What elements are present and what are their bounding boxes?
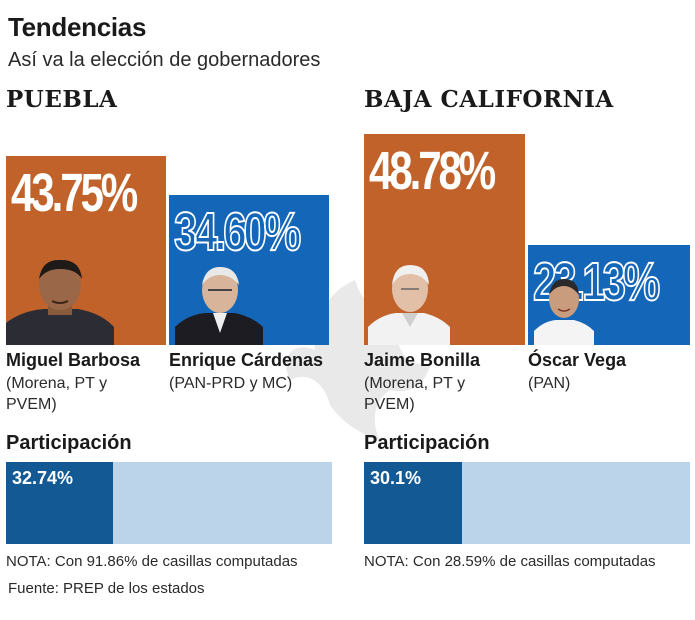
participation-value: 30.1% xyxy=(370,468,422,488)
bar-jaime-bonilla: 48.78% xyxy=(364,134,525,345)
bar-miguel-barbosa: 43.75% xyxy=(6,156,166,345)
candidate-photo xyxy=(6,259,114,345)
candidate-photo xyxy=(368,265,450,345)
bar-value-label: 43.75% xyxy=(11,163,138,223)
candidate-name: Jaime Bonilla xyxy=(364,350,481,370)
participation-label: Participación xyxy=(6,432,132,454)
note: NOTA: Con 91.86% de casillas computadas xyxy=(6,553,298,570)
participation-fill xyxy=(6,462,113,544)
candidate-name: Enrique Cárdenas xyxy=(169,350,324,370)
bar-oscar-vega: 23.13% xyxy=(528,245,690,345)
chart-subtitle: Así va la elección de gobernadores xyxy=(8,49,321,71)
participation-bar: 32.74% xyxy=(6,462,332,544)
participation-fill xyxy=(364,462,463,544)
state-name: PUEBLA xyxy=(6,86,118,113)
participation-bar: 30.1% xyxy=(364,462,690,544)
chart-title: Tendencias xyxy=(8,12,147,42)
candidate-photo xyxy=(534,279,594,345)
bar-value-label: 48.78% xyxy=(369,141,496,201)
candidate-name: Miguel Barbosa xyxy=(6,350,141,370)
state-puebla: PUEBLA 43.75% 34.60% Miguel Barbosa (Mor… xyxy=(6,86,336,570)
bar-enrique-cardenas: 34.60% xyxy=(169,195,329,345)
candidate-party: (PAN) xyxy=(528,375,571,392)
candidate-party: (Morena, PT y PVEM) xyxy=(6,375,108,413)
state-name: BAJA CALIFORNIA xyxy=(364,86,614,113)
candidate-photo xyxy=(175,267,263,345)
candidate-party: (Morena, PT y PVEM) xyxy=(364,375,466,413)
source-note: Fuente: PREP de los estados xyxy=(8,580,205,597)
bar-value-label: 34.60% xyxy=(173,201,302,263)
participation-label: Participación xyxy=(364,432,490,454)
state-baja-california: BAJA CALIFORNIA 48.78% 23.13% Jaime Boni… xyxy=(364,86,694,570)
participation-value: 32.74% xyxy=(12,468,74,488)
candidate-name: Óscar Vega xyxy=(528,350,627,370)
candidate-party: (PAN-PRD y MC) xyxy=(169,375,293,392)
note: NOTA: Con 28.59% de casillas computadas xyxy=(364,553,656,570)
